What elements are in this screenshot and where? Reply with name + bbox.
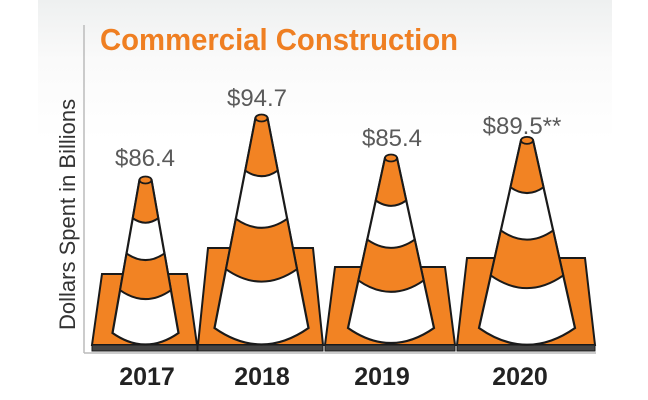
data-label: $86.4: [115, 145, 175, 172]
cone-tip: [520, 135, 534, 145]
cone-orange-stripe: [357, 237, 425, 293]
cone-orange-stripe: [489, 228, 565, 290]
cone-orange-stripe: [118, 251, 173, 301]
cone-base-shadow: [197, 344, 324, 352]
data-label: $94.7: [227, 85, 287, 112]
y-axis-label: Dollars Spent in Billions: [55, 99, 80, 330]
cone-orange-stripe: [224, 217, 299, 283]
data-label: $85.4: [362, 125, 422, 152]
chart-title: Commercial Construction: [100, 22, 458, 57]
cone-tip: [384, 153, 398, 163]
cone-base-shadow: [324, 344, 456, 352]
cone-orange-stripe: [374, 157, 408, 207]
data-label: $89.5**: [483, 113, 562, 140]
cone-orange-stripe: [509, 139, 545, 195]
cone-orange-stripe: [244, 117, 279, 178]
x-tick-label: 2020: [492, 363, 548, 391]
x-tick-label: 2017: [119, 363, 175, 391]
x-tick-label: 2019: [354, 363, 410, 391]
x-tick-label: 2018: [234, 363, 290, 391]
cone-tip: [138, 175, 153, 185]
cone-orange-stripe: [131, 179, 160, 224]
cone-base-shadow: [91, 344, 198, 352]
cone-tip: [254, 113, 269, 123]
